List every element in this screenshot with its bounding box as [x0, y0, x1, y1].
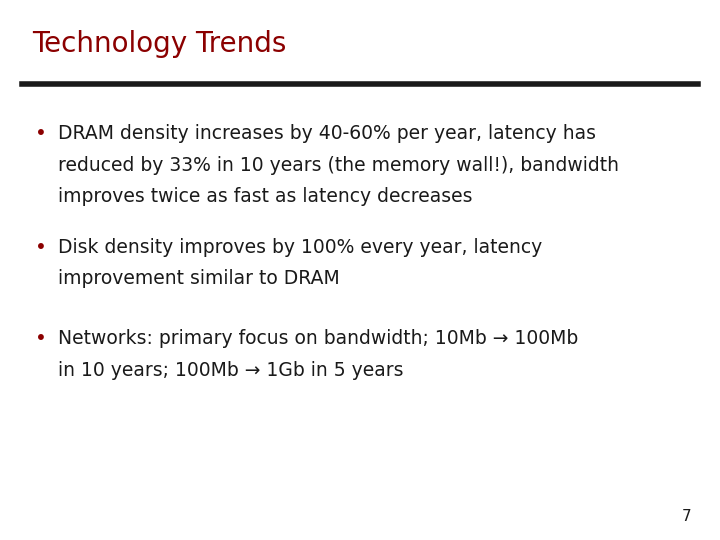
Text: in 10 years; 100Mb → 1Gb in 5 years: in 10 years; 100Mb → 1Gb in 5 years — [58, 361, 403, 380]
Text: Disk density improves by 100% every year, latency: Disk density improves by 100% every year… — [58, 238, 542, 256]
Text: •: • — [35, 329, 46, 348]
Text: improves twice as fast as latency decreases: improves twice as fast as latency decrea… — [58, 187, 472, 206]
Text: improvement similar to DRAM: improvement similar to DRAM — [58, 269, 339, 288]
Text: DRAM density increases by 40-60% per year, latency has: DRAM density increases by 40-60% per yea… — [58, 124, 595, 143]
Text: Networks: primary focus on bandwidth; 10Mb → 100Mb: Networks: primary focus on bandwidth; 10… — [58, 329, 578, 348]
Text: •: • — [35, 238, 46, 256]
Text: •: • — [35, 124, 46, 143]
Text: 7: 7 — [682, 509, 691, 524]
Text: Technology Trends: Technology Trends — [32, 30, 287, 58]
Text: reduced by 33% in 10 years (the memory wall!), bandwidth: reduced by 33% in 10 years (the memory w… — [58, 156, 618, 174]
